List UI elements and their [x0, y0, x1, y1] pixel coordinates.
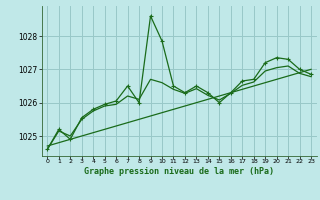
X-axis label: Graphe pression niveau de la mer (hPa): Graphe pression niveau de la mer (hPa): [84, 167, 274, 176]
